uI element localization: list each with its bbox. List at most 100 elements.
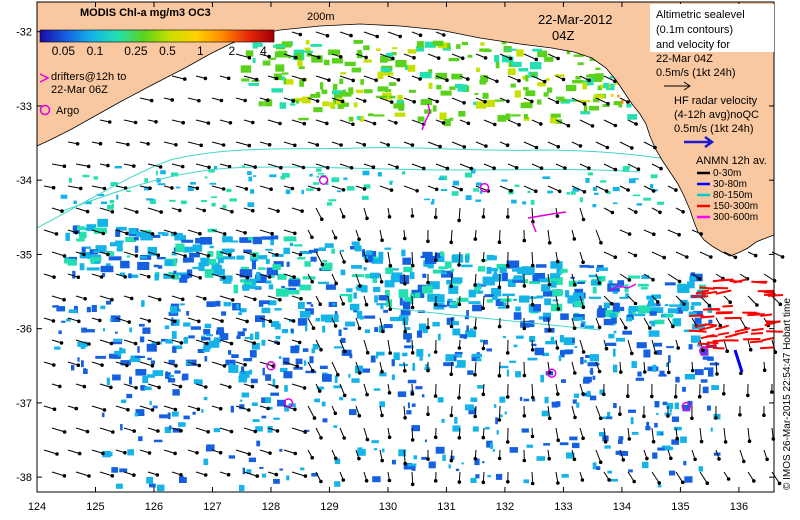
chl-cell (79, 263, 85, 271)
chl-cell (206, 444, 215, 452)
chl-cell (255, 315, 265, 322)
chl-cell (396, 100, 405, 105)
chl-cell (416, 46, 425, 52)
velocity-arrow (219, 339, 232, 345)
chl-cell (318, 248, 323, 251)
chl-cell (404, 327, 411, 330)
velocity-arrow-head (505, 304, 510, 309)
chl-cell (91, 305, 97, 312)
velocity-arrow-head (106, 163, 110, 168)
velocity-arrow (43, 229, 57, 235)
velocity-arrow (627, 471, 635, 482)
velocity-arrow (507, 75, 520, 82)
chl-cell (279, 468, 283, 471)
velocity-arrow-head (411, 263, 415, 268)
chl-cell (182, 246, 194, 253)
chl-cell (697, 344, 701, 347)
velocity-arrow (363, 339, 369, 353)
y-tick-label: -35 (16, 249, 32, 261)
velocity-arrow-head (597, 325, 602, 330)
chl-cell (450, 268, 455, 272)
velocity-arrow-head (388, 263, 393, 268)
anmn-arrow (767, 294, 784, 297)
chl-cell (277, 50, 288, 58)
velocity-arrow-head (410, 438, 415, 442)
velocity-arrow (498, 361, 501, 376)
velocity-arrow-head (319, 347, 323, 352)
velocity-arrow (211, 185, 224, 190)
chl-cell (532, 273, 546, 282)
chl-cell (583, 104, 588, 112)
chl-cell (391, 374, 395, 381)
velocity-arrow-head (473, 372, 477, 377)
chl-cell (408, 89, 416, 93)
chl-cell (172, 273, 179, 280)
chl-cell (466, 325, 469, 332)
hfradar-line-0: HF radar velocity (674, 95, 758, 107)
velocity-arrow-head (547, 328, 552, 333)
chl-cell (416, 41, 424, 48)
velocity-arrow-head (274, 76, 279, 81)
chl-cell (262, 60, 271, 66)
velocity-arrow-head (626, 394, 630, 399)
chl-cell (427, 260, 434, 269)
chl-cell (571, 191, 576, 195)
chl-cell (676, 307, 682, 311)
velocity-arrow-head (410, 392, 415, 396)
chl-cell (588, 172, 593, 176)
velocity-arrow (307, 185, 319, 190)
velocity-arrow-head (473, 326, 478, 330)
velocity-arrow (627, 427, 630, 439)
velocity-arrow-head (271, 364, 276, 368)
velocity-arrow (363, 31, 378, 37)
chl-cell (420, 99, 432, 106)
chl-cell (66, 318, 71, 322)
velocity-arrow-head (497, 240, 502, 244)
velocity-arrow-head (267, 54, 271, 59)
velocity-arrow (51, 427, 65, 433)
chl-cell (454, 354, 463, 358)
velocity-arrow-head (466, 121, 471, 126)
chl-cell (486, 348, 492, 352)
velocity-arrow-head (357, 237, 361, 242)
chl-cell (161, 338, 169, 342)
chl-cell (551, 401, 558, 408)
chl-cell (250, 189, 255, 194)
velocity-arrow-head (581, 350, 586, 354)
chl-cell (126, 393, 133, 399)
chl-cell (475, 474, 480, 479)
velocity-arrow-head (133, 341, 138, 346)
chl-cell (152, 234, 161, 238)
chl-cell (453, 355, 457, 362)
velocity-arrow-head (336, 372, 340, 377)
chl-cell (199, 237, 212, 245)
chl-cell (201, 337, 211, 341)
velocity-arrow-head (748, 347, 753, 352)
chl-cell (471, 354, 477, 362)
velocity-arrow-head (666, 414, 670, 418)
velocity-arrow-head (657, 481, 661, 485)
velocity-arrow (267, 119, 281, 124)
chl-cell (427, 293, 441, 302)
velocity-arrow-head (682, 302, 686, 306)
velocity-arrow-head (442, 33, 446, 37)
velocity-arrow-head (556, 438, 560, 443)
velocity-arrow (211, 141, 224, 146)
velocity-arrow-head (362, 99, 367, 103)
velocity-arrow-head (556, 392, 560, 396)
chl-cell (179, 477, 187, 483)
chl-cell (649, 298, 654, 301)
velocity-arrow (723, 427, 727, 442)
velocity-arrow-head (51, 185, 56, 190)
chl-cell (364, 329, 370, 334)
chl-cell (378, 295, 388, 301)
velocity-arrow-head (77, 319, 81, 324)
velocity-arrow (291, 383, 305, 389)
anmn-arrow (750, 340, 763, 344)
velocity-arrow-head (134, 254, 139, 258)
velocity-arrow-head (134, 386, 138, 390)
chl-cell (445, 42, 451, 49)
chl-cell (334, 458, 341, 465)
velocity-arrow-head (673, 395, 678, 399)
velocity-arrow-head (457, 480, 462, 484)
